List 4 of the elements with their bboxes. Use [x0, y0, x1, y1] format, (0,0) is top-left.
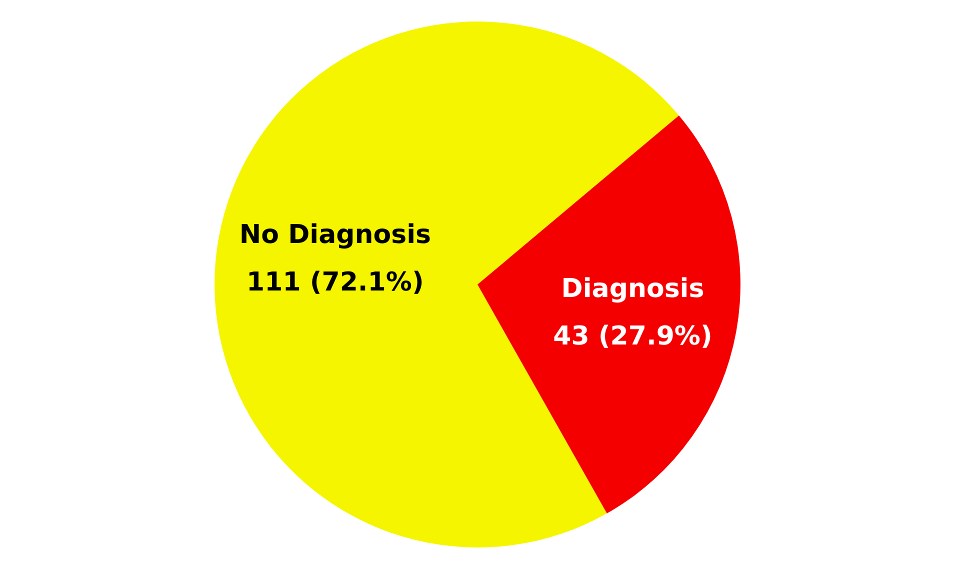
slice-label: No Diagnosis: [239, 220, 431, 250]
data-label: 43 (27.9%): [553, 321, 712, 352]
slice-label: Diagnosis: [561, 274, 704, 304]
data-label: 111 (72.1%): [246, 267, 424, 298]
